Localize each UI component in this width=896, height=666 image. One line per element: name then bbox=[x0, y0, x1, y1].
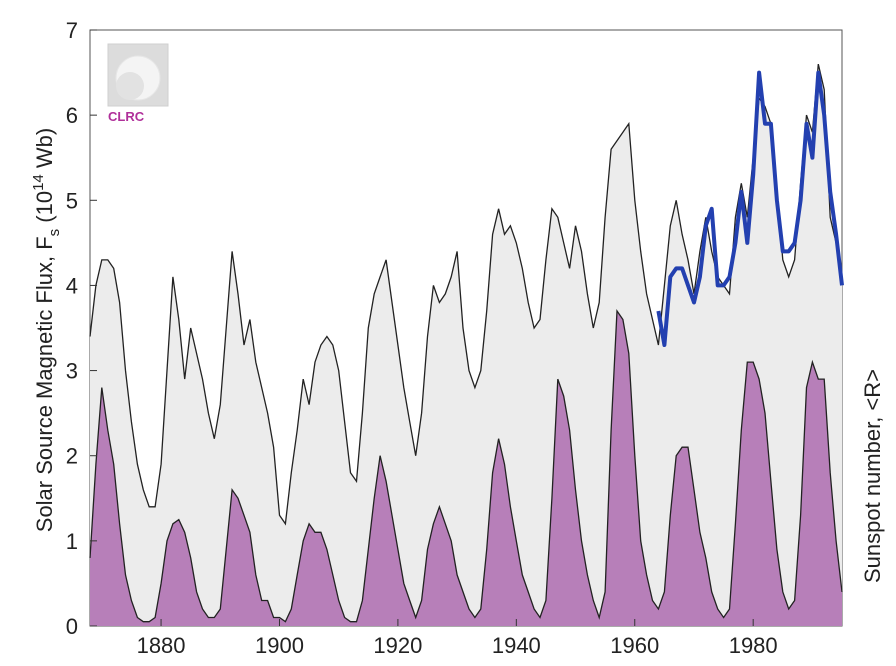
x-tick-label: 1940 bbox=[492, 633, 541, 658]
x-tick-label: 1880 bbox=[137, 633, 186, 658]
y-axis-label-main: Solar Source Magnetic Flux, F bbox=[32, 236, 57, 532]
x-axis: 1880 1900 1920 1940 1960 1980 bbox=[137, 619, 778, 658]
y-tick-label: 7 bbox=[66, 18, 78, 43]
y-tick-label: 1 bbox=[66, 529, 78, 554]
flux-area bbox=[90, 64, 842, 627]
y2-axis-label: Sunspot number, <R> bbox=[860, 369, 885, 583]
x-tick-label: 1980 bbox=[729, 633, 778, 658]
clrc-logo: CLRC bbox=[107, 43, 169, 124]
observed-flux-line bbox=[656, 70, 844, 347]
x-tick-label: 1960 bbox=[610, 633, 659, 658]
y-tick-label: 4 bbox=[66, 273, 78, 298]
clrc-logo-text: CLRC bbox=[108, 109, 145, 124]
y-tick-label: 0 bbox=[66, 614, 78, 639]
sunspot-line bbox=[89, 309, 843, 623]
y-axis-label-units-pre: (10 bbox=[32, 191, 57, 229]
y-tick-label: 2 bbox=[66, 444, 78, 469]
clrc-logo-globe-shadow bbox=[116, 72, 144, 100]
sunspot-area bbox=[90, 311, 842, 626]
series-layer bbox=[89, 63, 844, 627]
y-axis-label-superscript: 14 bbox=[30, 174, 47, 191]
y-axis-label-subscript: s bbox=[46, 229, 63, 237]
y-axis-label-units-post: Wb) bbox=[32, 128, 57, 174]
x-tick-label: 1900 bbox=[255, 633, 304, 658]
x-tick-label: 1920 bbox=[373, 633, 422, 658]
y-tick-label: 5 bbox=[66, 188, 78, 213]
y-tick-label: 3 bbox=[66, 359, 78, 384]
y-tick-label: 6 bbox=[66, 103, 78, 128]
y-axis: 0 1 2 3 4 5 6 7 bbox=[66, 18, 97, 639]
y-axis-label: Solar Source Magnetic Flux, Fs (1014 Wb) bbox=[30, 128, 63, 532]
